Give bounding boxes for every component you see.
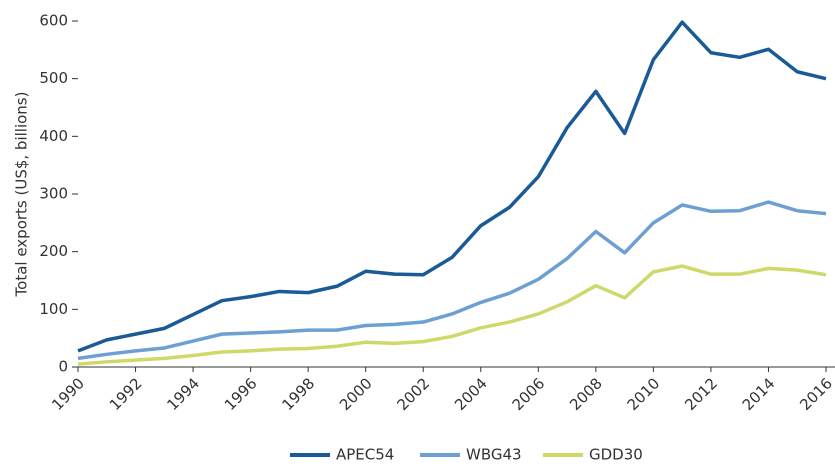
x-tick-label: 2004 [451, 374, 491, 414]
x-tick-label: 1992 [106, 374, 146, 414]
y-tick-label: 500 [39, 69, 68, 87]
legend-label: APEC54 [336, 446, 394, 464]
x-tick-label: 1996 [221, 374, 261, 414]
x-tick-label: 2016 [796, 374, 835, 414]
line-series [77, 264, 827, 366]
x-tick-label: 2010 [624, 374, 664, 414]
y-tick-label: 300 [39, 185, 68, 203]
legend-label: WBG43 [466, 446, 522, 464]
x-tick-label: 2008 [566, 374, 606, 414]
x-tick-label: 2014 [739, 374, 779, 414]
y-tick-label: 200 [39, 242, 68, 260]
y-tick-label: 0 [58, 358, 68, 376]
x-tick-label: 1998 [278, 374, 318, 414]
line-series [77, 200, 827, 361]
y-tick-label: 100 [39, 300, 68, 318]
x-tick-label: 1994 [163, 374, 203, 414]
x-tick-label: 1990 [48, 374, 88, 414]
y-axis-label: Total exports (US$, billions) [13, 92, 31, 298]
x-tick-label: 2012 [681, 374, 721, 414]
y-tick-label: 400 [39, 127, 68, 145]
x-tick-label: 2000 [336, 374, 376, 414]
x-tick-label: 2002 [394, 374, 434, 414]
x-tick-label: 2006 [509, 374, 549, 414]
y-tick-label: 600 [39, 12, 68, 30]
legend-label: GDD30 [589, 446, 643, 464]
line-series [77, 20, 827, 353]
